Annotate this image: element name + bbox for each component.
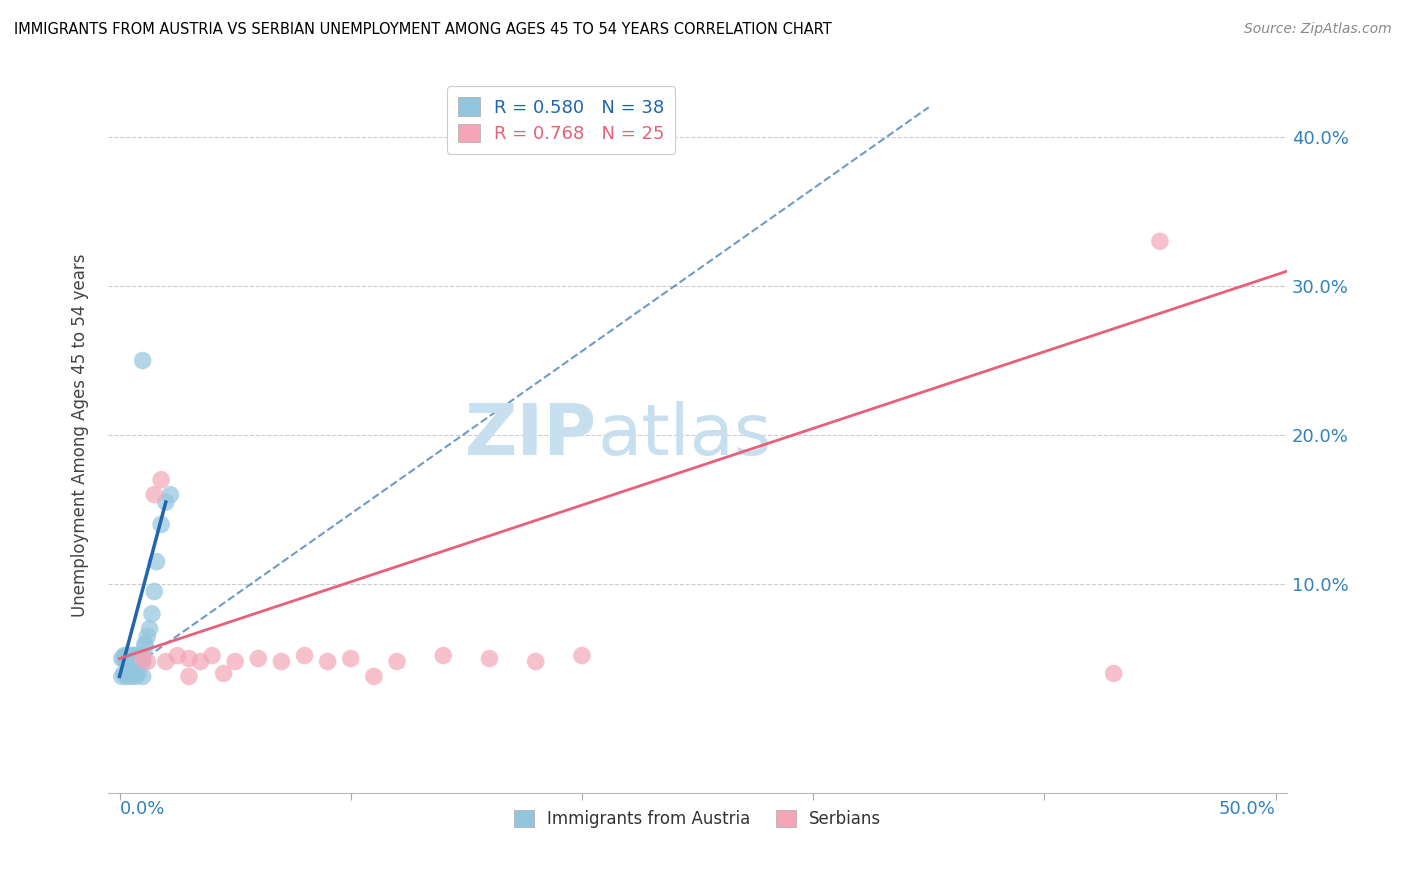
Point	[143, 584, 166, 599]
Text: Source: ZipAtlas.com: Source: ZipAtlas.com	[1244, 22, 1392, 37]
Point	[159, 488, 181, 502]
Point	[177, 651, 200, 665]
Point	[155, 655, 177, 669]
Point	[166, 648, 188, 663]
Point	[524, 655, 547, 669]
Point	[120, 648, 142, 663]
Point	[363, 669, 385, 683]
Point	[177, 669, 200, 683]
Point	[145, 555, 167, 569]
Point	[122, 651, 145, 665]
Point	[112, 666, 135, 681]
Point	[155, 495, 177, 509]
Point	[125, 655, 148, 669]
Point	[111, 651, 134, 665]
Point	[571, 648, 593, 663]
Point	[131, 648, 153, 663]
Point	[316, 655, 339, 669]
Point	[294, 648, 316, 663]
Legend: Immigrants from Austria, Serbians: Immigrants from Austria, Serbians	[508, 803, 887, 834]
Point	[115, 655, 138, 669]
Point	[112, 651, 135, 665]
Point	[143, 488, 166, 502]
Point	[125, 669, 148, 683]
Point	[120, 655, 142, 669]
Point	[125, 648, 148, 663]
Text: 50.0%: 50.0%	[1219, 800, 1275, 818]
Point	[1102, 666, 1125, 681]
Point	[131, 651, 153, 665]
Point	[122, 666, 145, 681]
Point	[224, 655, 246, 669]
Point	[120, 669, 142, 683]
Point	[115, 669, 138, 683]
Point	[118, 664, 141, 678]
Point	[122, 648, 145, 663]
Point	[136, 629, 159, 643]
Point	[247, 651, 270, 665]
Point	[150, 517, 173, 532]
Text: atlas: atlas	[598, 401, 772, 469]
Point	[118, 651, 141, 665]
Point	[129, 651, 152, 665]
Point	[131, 669, 153, 683]
Point	[127, 666, 149, 681]
Point	[131, 353, 153, 368]
Point	[134, 637, 156, 651]
Point	[129, 648, 152, 663]
Point	[131, 655, 153, 669]
Text: 0.0%: 0.0%	[120, 800, 165, 818]
Point	[212, 666, 235, 681]
Point	[190, 655, 212, 669]
Text: ZIP: ZIP	[465, 401, 598, 469]
Point	[112, 648, 135, 663]
Point	[111, 669, 134, 683]
Point	[270, 655, 292, 669]
Point	[115, 648, 138, 663]
Point	[136, 655, 159, 669]
Text: IMMIGRANTS FROM AUSTRIA VS SERBIAN UNEMPLOYMENT AMONG AGES 45 TO 54 YEARS CORREL: IMMIGRANTS FROM AUSTRIA VS SERBIAN UNEMP…	[14, 22, 832, 37]
Point	[478, 651, 501, 665]
Point	[127, 651, 149, 665]
Point	[127, 655, 149, 669]
Point	[385, 655, 408, 669]
Point	[339, 651, 361, 665]
Y-axis label: Unemployment Among Ages 45 to 54 years: Unemployment Among Ages 45 to 54 years	[72, 253, 89, 616]
Point	[150, 473, 173, 487]
Point	[432, 648, 454, 663]
Point	[138, 622, 160, 636]
Point	[141, 607, 163, 621]
Point	[201, 648, 224, 663]
Point	[118, 655, 141, 669]
Point	[1149, 235, 1171, 249]
Point	[134, 640, 156, 654]
